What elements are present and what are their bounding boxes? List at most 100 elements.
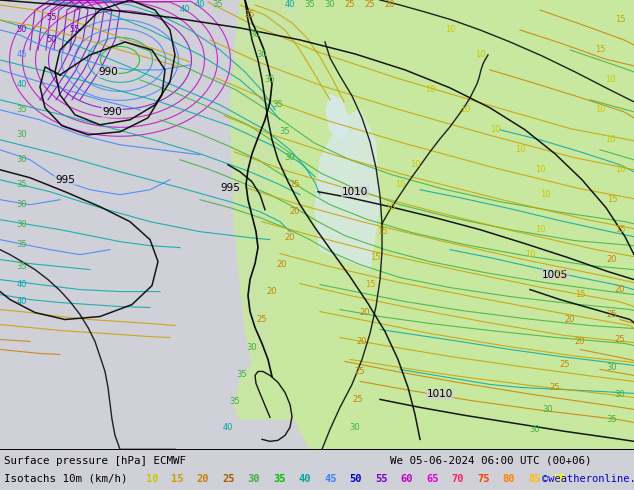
Text: 35: 35 bbox=[16, 105, 27, 114]
Text: 40: 40 bbox=[299, 474, 311, 484]
Text: 55: 55 bbox=[70, 25, 81, 34]
Text: 10: 10 bbox=[410, 160, 420, 169]
Text: 30: 30 bbox=[350, 423, 360, 432]
Text: We 05-06-2024 06:00 UTC (00+06): We 05-06-2024 06:00 UTC (00+06) bbox=[390, 456, 592, 466]
Text: 30: 30 bbox=[607, 363, 618, 372]
Text: 20: 20 bbox=[285, 233, 295, 242]
Text: 20: 20 bbox=[267, 287, 277, 296]
Text: 25: 25 bbox=[560, 360, 570, 369]
Text: 10: 10 bbox=[525, 250, 535, 259]
Text: 20: 20 bbox=[615, 285, 625, 294]
Text: 30: 30 bbox=[247, 343, 257, 352]
Text: 15: 15 bbox=[171, 474, 184, 484]
Text: 30: 30 bbox=[250, 30, 261, 40]
Text: 60: 60 bbox=[401, 474, 413, 484]
Text: 25: 25 bbox=[365, 0, 375, 9]
Text: 10: 10 bbox=[534, 165, 545, 174]
Text: 30: 30 bbox=[529, 425, 540, 434]
Text: 990: 990 bbox=[102, 107, 122, 117]
Text: 65: 65 bbox=[426, 474, 439, 484]
Text: 85: 85 bbox=[528, 474, 541, 484]
Text: 40: 40 bbox=[195, 0, 205, 9]
Text: 40: 40 bbox=[285, 0, 295, 9]
Text: 10: 10 bbox=[460, 105, 470, 114]
Text: 25: 25 bbox=[245, 10, 256, 20]
Text: 25: 25 bbox=[223, 474, 235, 484]
Text: 25: 25 bbox=[345, 0, 355, 9]
Text: 90: 90 bbox=[553, 474, 566, 484]
Text: 10: 10 bbox=[605, 75, 615, 84]
Text: 15: 15 bbox=[615, 16, 625, 24]
Text: 10: 10 bbox=[605, 135, 615, 144]
Text: 30: 30 bbox=[248, 474, 260, 484]
Text: 30: 30 bbox=[285, 153, 295, 162]
Text: Isotachs 10m (km/h): Isotachs 10m (km/h) bbox=[4, 474, 127, 484]
Text: Surface pressure [hPa] ECMWF: Surface pressure [hPa] ECMWF bbox=[4, 456, 186, 466]
Text: 995: 995 bbox=[220, 183, 240, 193]
Text: 40: 40 bbox=[16, 280, 27, 289]
Text: 30: 30 bbox=[543, 405, 553, 414]
Text: 20: 20 bbox=[197, 474, 209, 484]
Text: 20: 20 bbox=[359, 308, 370, 317]
Text: 55: 55 bbox=[47, 13, 57, 23]
Text: 55: 55 bbox=[375, 474, 388, 484]
Text: 35: 35 bbox=[607, 415, 618, 424]
Text: 35: 35 bbox=[264, 75, 275, 84]
Text: 35: 35 bbox=[305, 0, 315, 9]
Text: 15: 15 bbox=[555, 270, 566, 279]
Text: 35: 35 bbox=[212, 0, 223, 9]
Text: 30: 30 bbox=[16, 200, 27, 209]
Text: 25: 25 bbox=[607, 310, 618, 319]
Text: 15: 15 bbox=[595, 46, 605, 54]
Text: 30: 30 bbox=[325, 0, 335, 9]
Text: 10: 10 bbox=[395, 180, 405, 189]
Text: 35: 35 bbox=[230, 397, 240, 406]
Text: 35: 35 bbox=[273, 100, 283, 109]
Text: 75: 75 bbox=[477, 474, 489, 484]
Text: 30: 30 bbox=[16, 155, 27, 164]
Text: 50: 50 bbox=[47, 35, 57, 45]
Text: 10: 10 bbox=[534, 225, 545, 234]
Text: 25: 25 bbox=[550, 383, 560, 392]
Text: 35: 35 bbox=[16, 262, 27, 271]
Text: 35: 35 bbox=[273, 474, 286, 484]
Text: 15: 15 bbox=[377, 227, 387, 236]
Text: 1010: 1010 bbox=[342, 187, 368, 196]
Text: 45: 45 bbox=[16, 50, 27, 59]
Text: 10: 10 bbox=[425, 85, 436, 95]
Text: 10: 10 bbox=[475, 50, 485, 59]
Text: 10: 10 bbox=[146, 474, 158, 484]
Text: 15: 15 bbox=[365, 280, 375, 289]
Text: 35: 35 bbox=[16, 180, 27, 189]
Polygon shape bbox=[235, 349, 295, 419]
Text: 35: 35 bbox=[280, 127, 290, 136]
Text: 10: 10 bbox=[615, 165, 625, 174]
Text: 990: 990 bbox=[98, 67, 118, 77]
Text: 10: 10 bbox=[385, 203, 395, 212]
Text: 25: 25 bbox=[353, 395, 363, 404]
Text: 25: 25 bbox=[257, 315, 268, 324]
Text: 20: 20 bbox=[385, 0, 395, 9]
Text: 10: 10 bbox=[489, 125, 500, 134]
Text: 15: 15 bbox=[370, 253, 380, 262]
Text: 15: 15 bbox=[575, 290, 585, 299]
Text: 70: 70 bbox=[452, 474, 464, 484]
Text: 25: 25 bbox=[615, 335, 625, 344]
Text: 35: 35 bbox=[16, 240, 27, 249]
Text: 10: 10 bbox=[595, 105, 605, 114]
Text: 20: 20 bbox=[290, 207, 301, 216]
Text: 40: 40 bbox=[223, 423, 233, 432]
Text: 40: 40 bbox=[16, 80, 27, 89]
Text: 10: 10 bbox=[515, 145, 525, 154]
Text: 50: 50 bbox=[16, 25, 27, 34]
Polygon shape bbox=[315, 110, 380, 270]
Text: 35: 35 bbox=[236, 370, 247, 379]
Polygon shape bbox=[326, 95, 348, 140]
Text: 50: 50 bbox=[350, 474, 362, 484]
Text: ©weatheronline.co.uk: ©weatheronline.co.uk bbox=[541, 474, 634, 484]
Text: 30: 30 bbox=[16, 220, 27, 229]
Text: 40: 40 bbox=[16, 297, 27, 306]
Text: 15: 15 bbox=[607, 195, 618, 204]
Text: 40: 40 bbox=[180, 5, 190, 15]
Text: 20: 20 bbox=[357, 337, 367, 346]
